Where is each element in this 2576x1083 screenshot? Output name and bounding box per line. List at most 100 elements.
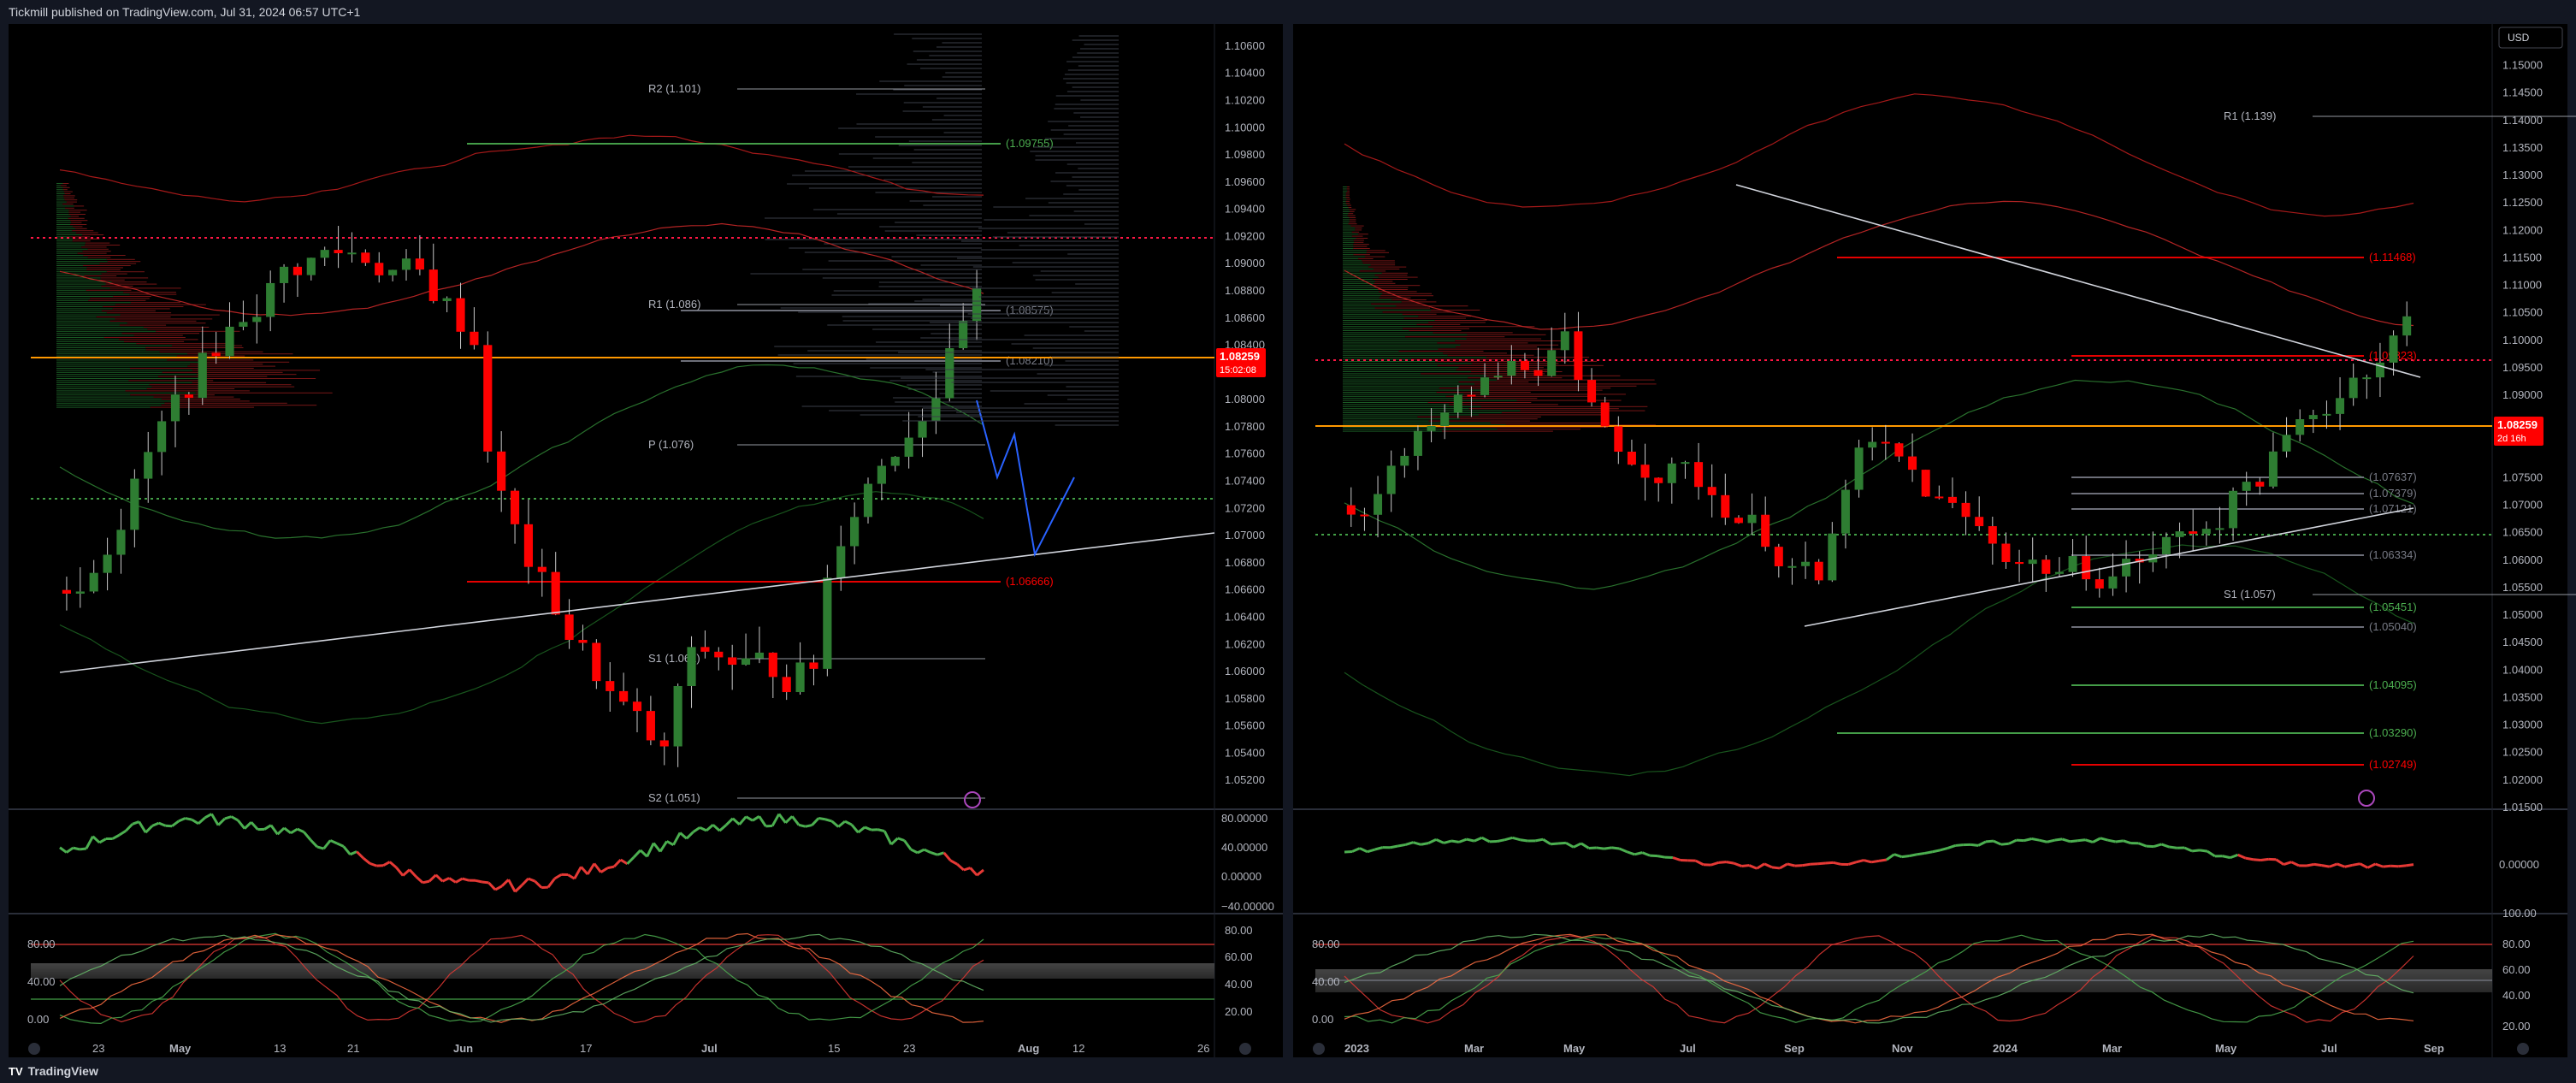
auto-scale-button[interactable]: [1239, 1043, 1251, 1055]
price-tick-label: 1.14000: [2502, 114, 2543, 127]
stochastic-right-axis-label: 20.00: [1225, 1005, 1253, 1018]
price-tick-label: 1.05800: [1225, 692, 1265, 705]
stochastic-right-axis-label: 80.00: [2502, 938, 2531, 950]
volume-profile-bar-down: [1348, 207, 1352, 208]
macd-segment: [1367, 848, 1376, 854]
macd-segment: [1421, 842, 1429, 846]
volume-profile-bar-up: [56, 275, 85, 276]
macd-segment: [692, 826, 701, 833]
volume-profile-bar-up: [56, 220, 71, 222]
macd-segment: [1695, 859, 1705, 867]
trend-line[interactable]: [1804, 507, 2414, 627]
volume-profile-bar-up: [1343, 332, 1433, 334]
macd-segment: [2253, 858, 2261, 861]
volume-profile-bar-down: [86, 269, 121, 270]
volume-profile-bar-up: [56, 396, 154, 398]
trend-line[interactable]: [1735, 184, 2421, 378]
volume-profile-bar-up: [56, 236, 71, 238]
price-tick-label: 1.07000: [2502, 499, 2543, 512]
pivot-label: P (1.076): [648, 438, 694, 451]
macd-segment: [659, 840, 668, 853]
volume-profile-bar-up: [1343, 209, 1350, 210]
candle-up: [144, 452, 153, 479]
candle-down: [2041, 559, 2051, 574]
volume-profile-bar-down: [1353, 248, 1370, 249]
earnings-lightning-icon[interactable]: [964, 791, 981, 808]
right-chart-panel[interactable]: [1293, 24, 2567, 1057]
volume-profile-bar-up: [56, 296, 114, 297]
volume-profile-bar-up: [56, 283, 106, 285]
timezone-button[interactable]: [1313, 1043, 1325, 1055]
macd-segment: [494, 885, 503, 891]
macd-segment: [1641, 851, 1651, 857]
candle-up: [198, 352, 207, 399]
candle-up: [1427, 425, 1436, 431]
macd-segment: [1611, 846, 1620, 850]
volume-profile-bar-down: [103, 306, 184, 307]
volume-profile-bar-up: [56, 251, 83, 252]
macd-segment: [1833, 861, 1841, 866]
tradingview-logo[interactable]: TV TradingView: [9, 1064, 98, 1078]
macd-segment: [897, 837, 905, 842]
volume-profile-bar-up: [1343, 392, 1437, 393]
price-tick-label: 1.13000: [2502, 169, 2543, 181]
volume-profile-bar-down: [70, 220, 88, 222]
candle-down: [632, 701, 642, 712]
candle-down: [1761, 514, 1770, 547]
macd-segment: [1909, 853, 1917, 857]
volume-profile-bar-down: [1379, 297, 1411, 299]
volume-profile-bar-down: [1380, 295, 1434, 297]
macd-segment: [217, 817, 226, 826]
left-chart-panel[interactable]: [9, 24, 1283, 1057]
volume-profile-bar-up: [56, 394, 131, 396]
volume-profile-bar-down: [1505, 424, 1656, 426]
candle-down: [782, 677, 791, 693]
currency-selector[interactable]: USD: [2498, 27, 2563, 49]
candle-up: [1560, 331, 1569, 351]
candle-down: [470, 331, 479, 346]
volume-profile-bar-up: [1343, 186, 1347, 187]
volume-profile-bar-up: [56, 269, 87, 270]
volume-profile-bar-down: [81, 246, 107, 248]
volume-profile-bar-up: [56, 334, 134, 336]
macd-segment: [699, 826, 707, 832]
volume-profile-bar-up: [1343, 363, 1472, 364]
volume-profile-bar-down: [125, 390, 250, 392]
macd-segment: [586, 862, 596, 875]
volume-profile-bar-up: [1343, 426, 1438, 428]
macd-segment: [1917, 851, 1925, 856]
volume-profile-bar-up: [1343, 334, 1468, 335]
volume-profile-bar-down: [1458, 367, 1544, 369]
earnings-lightning-icon[interactable]: [2358, 790, 2375, 807]
volume-profile-bar-up: [56, 238, 74, 240]
macd-segment: [1412, 841, 1421, 846]
macd-segment: [448, 877, 457, 884]
volume-profile-bar-down: [1349, 210, 1355, 212]
macd-segment: [402, 868, 411, 877]
macd-pane: 80.00000 40.00000 0.00000 −40.00000: [59, 812, 1274, 913]
currency-button[interactable]: [2498, 27, 2563, 49]
volume-profile-bar-down: [61, 185, 67, 186]
volume-profile-bar-up: [1343, 398, 1459, 399]
pivot-lines: R1 (1.139) S1 (1.057): [2224, 109, 2576, 601]
volume-profile-bar-down: [82, 265, 131, 266]
macd-segment: [1359, 847, 1368, 854]
candle-down: [2189, 531, 2198, 534]
price-tick-label: 1.07500: [2502, 470, 2543, 483]
volume-profile-bar-down: [113, 296, 151, 297]
timezone-button[interactable]: [28, 1043, 40, 1055]
projection-path[interactable]: [976, 399, 1075, 558]
trend-line[interactable]: [59, 532, 1215, 673]
macd-segment: [844, 820, 853, 826]
volume-profile-bar-up: [56, 183, 63, 184]
macd-segment: [224, 815, 233, 820]
price-tick-label: 1.13500: [2502, 141, 2543, 154]
volume-profile-bar-down: [1481, 389, 1603, 391]
macd-segment: [752, 815, 760, 822]
volume-profile-bar-up: [56, 267, 87, 269]
volume-profile-bar-up: [1343, 344, 1461, 346]
auto-scale-button[interactable]: [2517, 1043, 2529, 1055]
chart-workspace[interactable]: 1.10600 1.10400 1.10200 1.10000 1.09800 1.096…: [0, 24, 2576, 1057]
candle-up: [1453, 394, 1462, 413]
macd-segment: [1634, 851, 1643, 856]
